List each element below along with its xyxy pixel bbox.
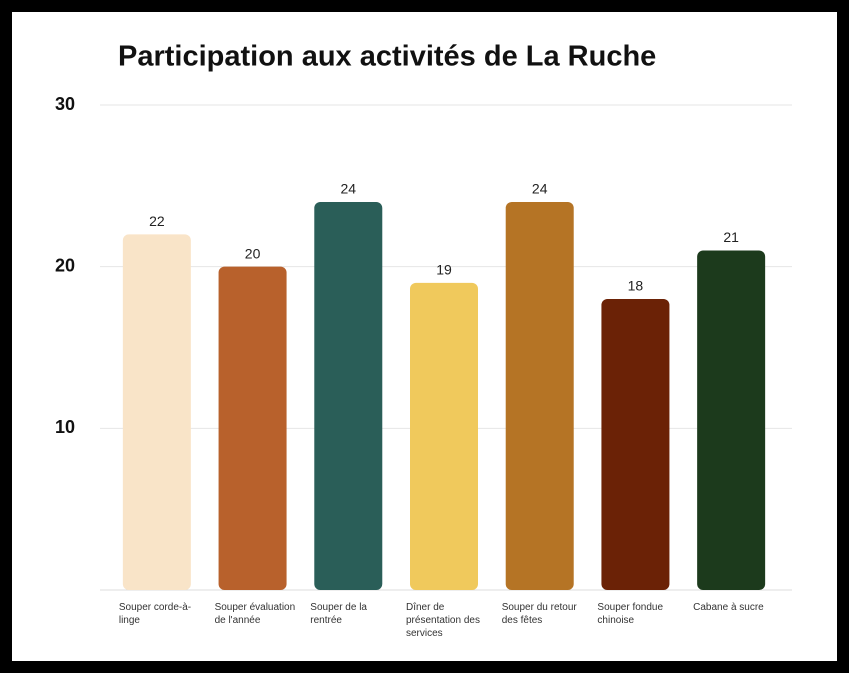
data-label: 24 [532, 181, 548, 197]
bar [601, 299, 670, 590]
x-tick-label: Cabane à sucre [693, 602, 764, 613]
x-tick-label: Souper corde-à-linge [118, 602, 192, 626]
data-label: 19 [436, 262, 452, 278]
y-tick-label: 20 [55, 255, 75, 275]
data-label: 22 [149, 213, 165, 229]
chart-title: Participation aux activités de La Ruche [118, 41, 656, 73]
bar [505, 202, 574, 590]
bar [410, 282, 478, 590]
bar [122, 234, 191, 591]
y-tick-label: 10 [55, 417, 75, 437]
x-tick-label: Souper évaluation de l'année [214, 602, 296, 626]
data-label: 20 [245, 245, 261, 261]
y-tick-label: 30 [55, 94, 75, 114]
data-label: 18 [628, 278, 644, 294]
x-tick-label: Dîner de présentation des services [406, 602, 480, 639]
x-tick-label: Souper de la rentrée [310, 602, 367, 626]
x-tick-label: Souper fondue chinoise [597, 602, 664, 626]
bar [697, 250, 766, 590]
x-tick-label: Souper du retour des fêtes [501, 602, 577, 626]
data-label: 21 [723, 229, 739, 245]
data-label: 24 [340, 181, 356, 197]
bar [218, 266, 287, 590]
bar [314, 202, 383, 590]
